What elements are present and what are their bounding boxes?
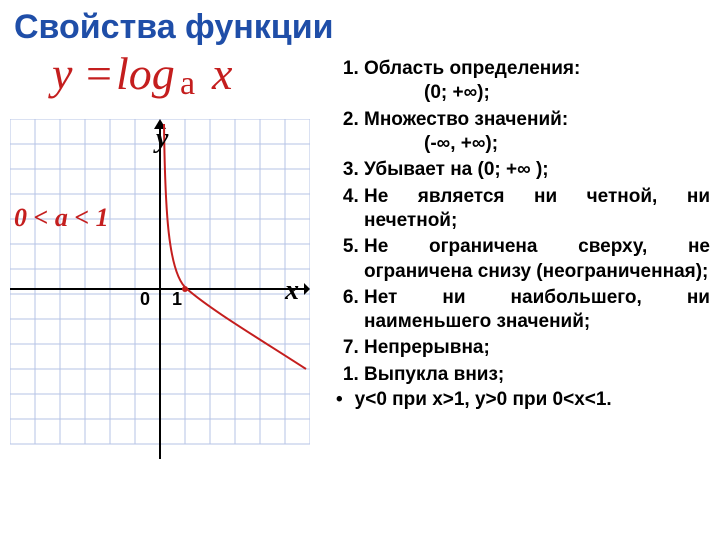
- prop-6: Нет ни наибольшего, ни наименьшего значе…: [364, 286, 710, 335]
- prop-4: Не является ни четной, ни нечетной;: [364, 185, 710, 234]
- prop-8: Выпукла вниз;: [364, 363, 710, 387]
- formula-eq: =: [86, 47, 112, 100]
- prop-9: у<0 при x>1, y>0 при 0<x<1.: [336, 389, 710, 411]
- prop-3: Убывает на (0; +∞ );: [364, 158, 710, 182]
- prop-5: Не ограничена сверху, не ограничена сниз…: [364, 235, 710, 284]
- tick-1-label: 1: [172, 289, 182, 310]
- formula-base: a: [180, 65, 195, 103]
- origin-label: 0: [140, 289, 150, 310]
- prop-2: Множество значений: (-∞, +∞);: [364, 108, 710, 157]
- prop-1-text: Область определения:: [364, 58, 580, 79]
- graph-svg: [10, 119, 310, 459]
- axis-label-x: x: [285, 275, 299, 307]
- prop-2-text: Множество значений:: [364, 109, 568, 130]
- formula: y = log a x: [10, 53, 320, 113]
- formula-x: x: [212, 47, 232, 100]
- graph: 0 < a < 1 y x 0 1: [10, 119, 310, 459]
- formula-y: y: [52, 47, 72, 100]
- content-area: y = log a x 0 < a < 1 y x 0 1 Область оп…: [0, 47, 720, 459]
- properties-list: Область определения: (0; +∞); Множество …: [320, 47, 710, 459]
- prop-1: Область определения: (0; +∞);: [364, 57, 710, 106]
- prop-2-value: (-∞, +∞);: [364, 132, 710, 156]
- left-column: y = log a x 0 < a < 1 y x 0 1: [10, 47, 320, 459]
- axis-label-y: y: [156, 123, 168, 155]
- page-title: Свойства функции: [0, 0, 720, 47]
- prop-7: Непрерывна;: [364, 336, 710, 360]
- formula-log: log: [116, 47, 175, 100]
- prop-1-value: (0; +∞);: [364, 81, 710, 105]
- base-condition: 0 < a < 1: [14, 203, 109, 233]
